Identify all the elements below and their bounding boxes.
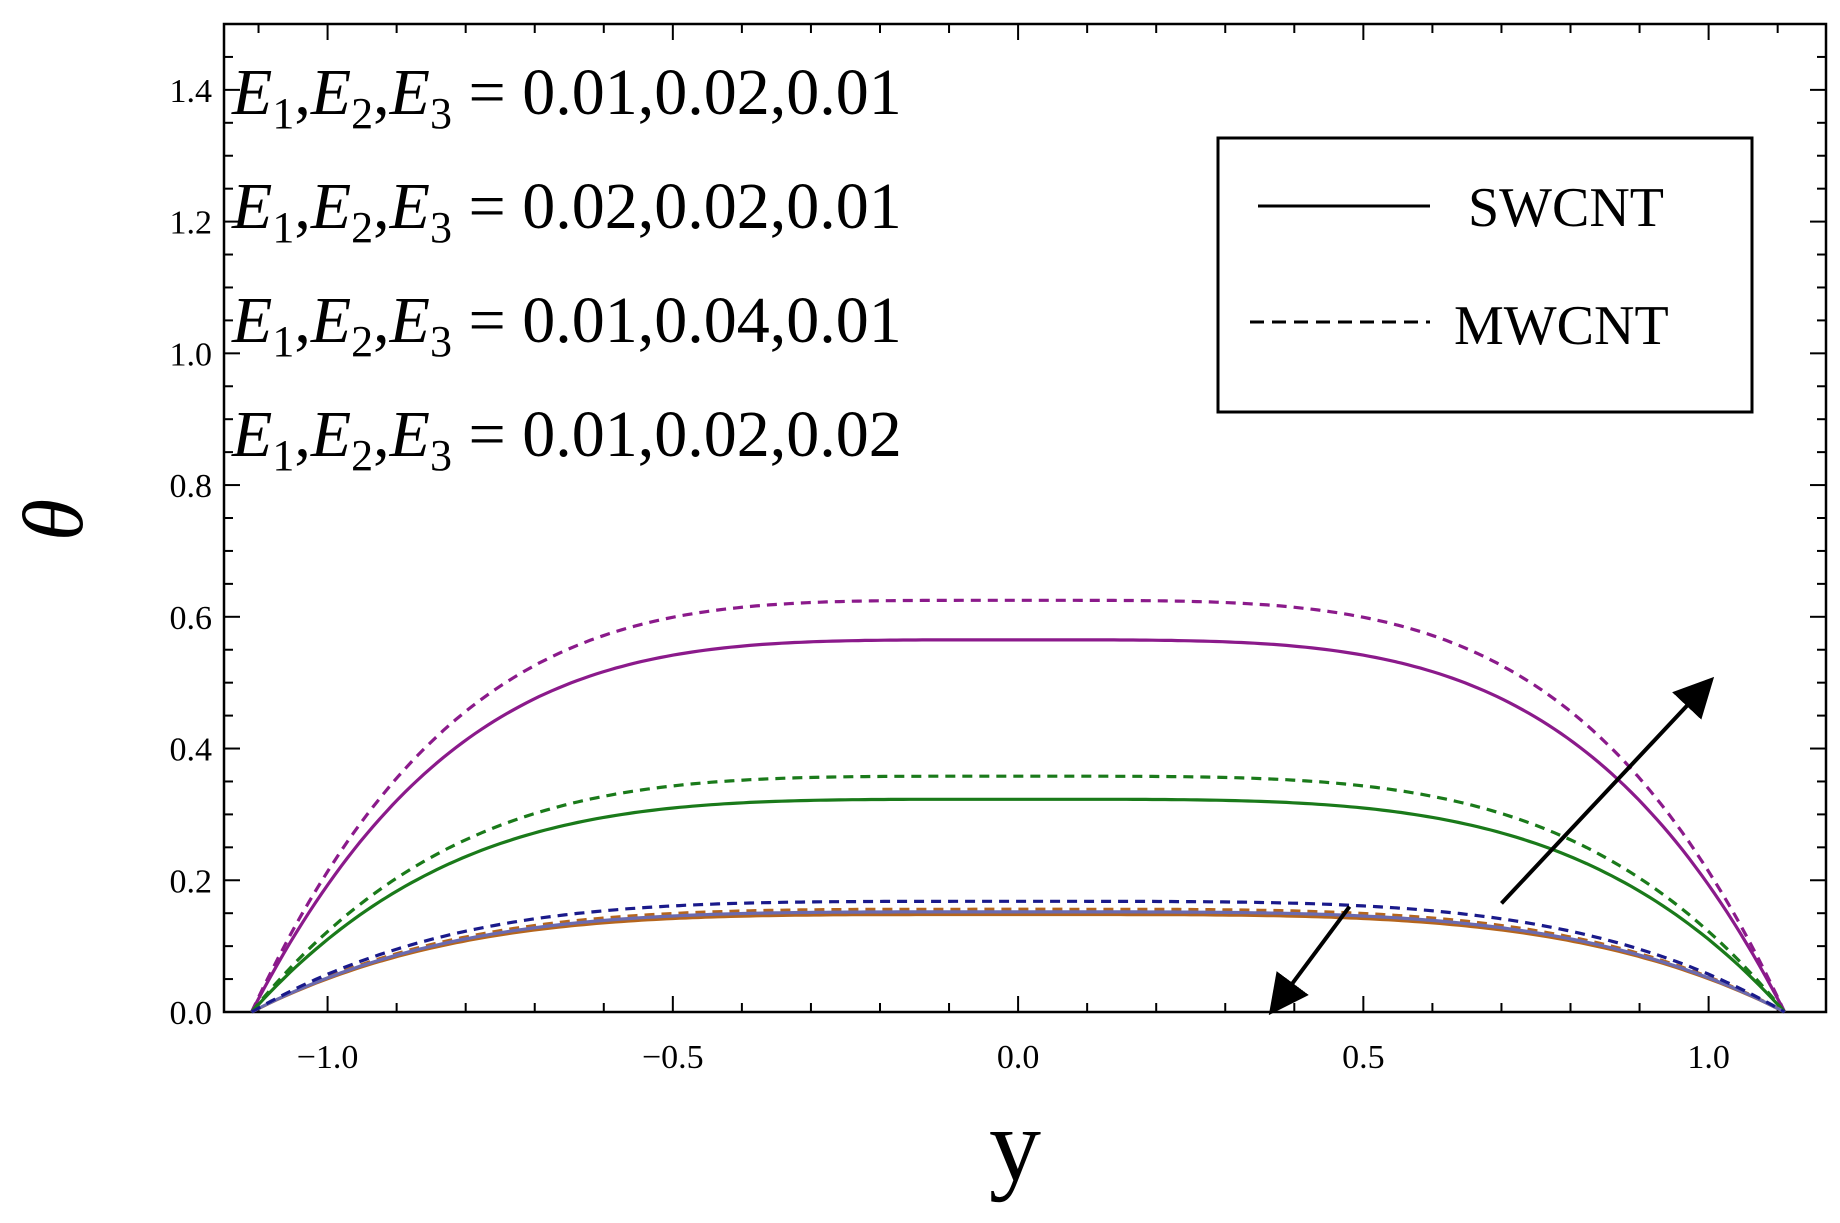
y-tick-label: 0.2 bbox=[170, 863, 213, 900]
parameter-annotation: E1,E2,E3 = 0.02,0.02,0.01 bbox=[231, 170, 902, 252]
x-tick-label: −0.5 bbox=[642, 1039, 704, 1076]
series-line bbox=[250, 638, 1787, 1013]
x-axis-label: y bbox=[989, 1088, 1041, 1203]
parameter-annotation: E1,E2,E3 = 0.01,0.02,0.02 bbox=[231, 398, 902, 480]
x-tick-label: 0.5 bbox=[1342, 1039, 1385, 1076]
x-tick-label: −1.0 bbox=[297, 1039, 359, 1076]
trend-arrow bbox=[1268, 905, 1352, 1016]
series-line bbox=[250, 912, 1786, 1014]
legend-box bbox=[1216, 136, 1754, 414]
series-line bbox=[250, 598, 1787, 1013]
annotation-arrows bbox=[1268, 676, 1715, 1016]
legend-label-mwcnt: MWCNT bbox=[1454, 295, 1669, 357]
legend-label-swcnt: SWCNT bbox=[1468, 177, 1664, 239]
y-tick-label: 1.0 bbox=[170, 336, 213, 373]
x-tick-label: 0.0 bbox=[997, 1039, 1040, 1076]
series-line bbox=[250, 907, 1786, 1014]
x-tick-label: 1.0 bbox=[1687, 1039, 1730, 1076]
data-series bbox=[250, 598, 1787, 1014]
series-line bbox=[250, 797, 1786, 1014]
parameter-annotation: E1,E2,E3 = 0.01,0.02,0.01 bbox=[231, 56, 902, 138]
parameter-annotation: E1,E2,E3 = 0.01,0.04,0.01 bbox=[231, 284, 902, 366]
y-tick-label: 0.6 bbox=[170, 600, 213, 637]
y-tick-label: 0.8 bbox=[170, 468, 213, 505]
tick-labels: −1.0 −0.5 0.0 0.5 1.0 0.0 0.2 0.4 0.6 0.8 1.0 1.2 1.… bbox=[170, 73, 1730, 1076]
y-axis-label: θ bbox=[5, 499, 101, 541]
parameter-annotations: E1,E2,E3 = 0.01,0.02,0.01 E1,E2,E3 = 0.02… bbox=[231, 56, 902, 480]
series-line bbox=[250, 899, 1786, 1014]
y-tick-label: 0.4 bbox=[170, 732, 213, 769]
axis-ticks bbox=[224, 24, 1826, 1012]
y-tick-label: 1.4 bbox=[170, 73, 213, 110]
legend: SWCNT MWCNT bbox=[1216, 136, 1754, 414]
series-line bbox=[250, 774, 1786, 1014]
y-tick-label: 0.0 bbox=[170, 995, 213, 1032]
series-line bbox=[250, 910, 1786, 1014]
trend-arrow bbox=[1499, 676, 1715, 905]
y-tick-label: 1.2 bbox=[170, 205, 213, 242]
